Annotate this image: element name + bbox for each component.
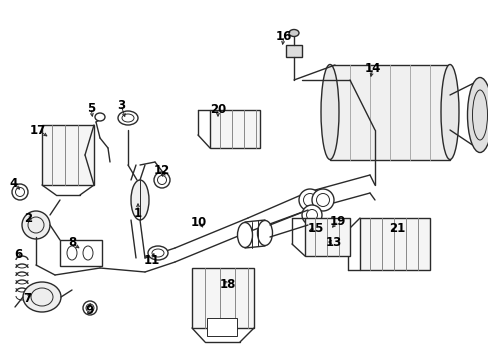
Ellipse shape	[312, 242, 330, 254]
Text: 19: 19	[329, 215, 346, 228]
Bar	[359, 218, 429, 270]
Bar	[209, 110, 260, 148]
Ellipse shape	[12, 184, 28, 200]
Bar	[329, 65, 449, 160]
Text: 17: 17	[30, 123, 46, 136]
Text: 13: 13	[325, 235, 342, 248]
Bar	[42, 125, 94, 185]
Ellipse shape	[131, 180, 149, 220]
Text: 16: 16	[275, 30, 292, 42]
Text: 3: 3	[117, 99, 125, 112]
Ellipse shape	[237, 222, 252, 248]
Text: 14: 14	[364, 62, 381, 75]
Text: 6: 6	[14, 248, 22, 261]
Ellipse shape	[467, 77, 488, 153]
Ellipse shape	[311, 189, 333, 211]
Ellipse shape	[298, 189, 320, 211]
Text: 20: 20	[209, 103, 225, 116]
Text: 18: 18	[220, 279, 236, 292]
Ellipse shape	[154, 172, 170, 188]
Text: 10: 10	[190, 216, 207, 229]
Text: 9: 9	[85, 303, 93, 316]
Ellipse shape	[302, 205, 321, 225]
Text: 1: 1	[134, 207, 142, 220]
Text: 7: 7	[23, 292, 31, 306]
Bar	[206, 318, 237, 336]
Text: 5: 5	[87, 102, 95, 114]
Ellipse shape	[118, 111, 138, 125]
Bar	[305, 218, 349, 256]
Text: 21: 21	[388, 221, 404, 234]
Text: 4: 4	[10, 176, 18, 189]
Ellipse shape	[320, 64, 338, 159]
Text: 12: 12	[154, 163, 170, 176]
Ellipse shape	[257, 220, 272, 246]
Ellipse shape	[440, 64, 458, 159]
Ellipse shape	[148, 246, 168, 260]
Bar	[192, 268, 253, 328]
Text: 11: 11	[143, 253, 160, 266]
Bar	[285, 45, 302, 57]
Ellipse shape	[23, 282, 61, 312]
Ellipse shape	[83, 301, 97, 315]
Text: 15: 15	[307, 221, 324, 234]
Text: 2: 2	[24, 212, 32, 225]
Ellipse shape	[288, 30, 298, 36]
Bar	[60, 240, 102, 266]
Ellipse shape	[95, 113, 105, 121]
Text: 8: 8	[68, 237, 76, 249]
Ellipse shape	[22, 211, 50, 239]
